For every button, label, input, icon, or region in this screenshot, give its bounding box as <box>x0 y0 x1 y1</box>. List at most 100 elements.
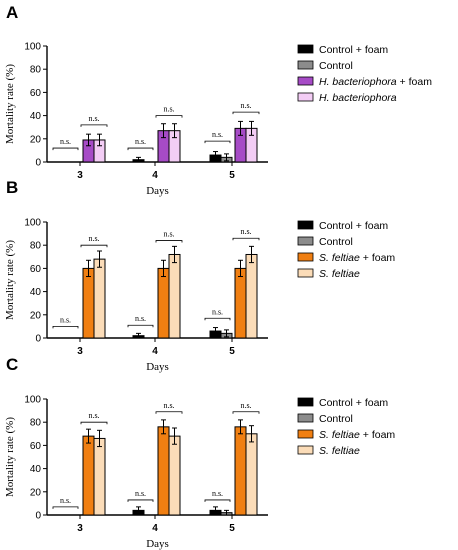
panel-a: A 0 20 40 60 80 100 Mortality rate (%) 3 4 5 Days n.… <box>4 3 432 197</box>
significance-label: n.s. <box>240 101 251 110</box>
bar <box>157 426 170 516</box>
significance-label: n.s. <box>240 227 251 236</box>
legend-label: Control <box>319 413 353 425</box>
significance-label: n.s. <box>60 315 71 324</box>
legend: Control + foam Control S. feltiae + foam S.… <box>297 397 395 457</box>
significance-bracket <box>127 147 154 151</box>
significance-bracket <box>52 147 79 151</box>
x-tick-label: 5 <box>229 170 235 181</box>
significance-bracket <box>232 237 260 241</box>
legend-swatch <box>297 236 314 246</box>
legend-swatch <box>297 268 314 278</box>
y-tick-label: 60 <box>30 441 42 452</box>
y-tick-label: 20 <box>30 487 42 498</box>
x-tick-label: 4 <box>152 523 158 534</box>
bar <box>168 435 181 516</box>
x-axis-title: Days <box>146 538 169 550</box>
y-tick-label: 60 <box>30 88 42 99</box>
significance-label: n.s. <box>212 130 223 139</box>
legend-label: S. feltiae <box>319 268 360 280</box>
panel-letter: C <box>6 355 18 374</box>
bar <box>157 267 170 339</box>
legend-label: S. feltiae + foam <box>319 252 395 264</box>
x-tick-label: 5 <box>229 346 235 357</box>
bar <box>245 253 258 339</box>
significance-label: n.s. <box>212 307 223 316</box>
legend-label: Control <box>319 236 353 248</box>
legend-swatch <box>297 44 314 54</box>
significance-bracket <box>232 111 260 115</box>
x-tick-label: 5 <box>229 523 235 534</box>
y-tick-label: 0 <box>35 334 41 345</box>
y-tick-label: 40 <box>30 464 42 475</box>
y-tick-label: 100 <box>24 218 41 229</box>
bar <box>82 267 95 339</box>
legend-label: S. feltiae <box>319 445 360 457</box>
legend-swatch <box>297 429 314 439</box>
bar <box>168 253 181 339</box>
legend-swatch <box>297 60 314 70</box>
y-axis-title: Mortality rate (%) <box>4 417 16 497</box>
significance-bracket <box>127 324 154 328</box>
legend-swatch <box>297 413 314 423</box>
x-tick-label: 3 <box>77 170 83 181</box>
significance-label: n.s. <box>88 411 99 420</box>
legend-label: Control <box>319 60 353 72</box>
y-axis-title: Mortality rate (%) <box>4 240 16 320</box>
x-tick-label: 3 <box>77 346 83 357</box>
panel-c: C 0 20 40 60 80 100 Mortality rate (%) 3 4 5 Days n.… <box>4 355 395 550</box>
significance-label: n.s. <box>60 137 71 146</box>
significance-bracket <box>155 411 183 414</box>
y-tick-label: 20 <box>30 310 42 321</box>
x-tick-label: 4 <box>152 346 158 357</box>
significance-bracket <box>80 421 108 425</box>
y-tick-label: 40 <box>30 287 42 298</box>
bar <box>234 426 247 516</box>
x-tick-label: 4 <box>152 170 158 181</box>
legend: Control + foam Control H. bacteriophora + … <box>297 44 432 104</box>
legend-label: Control + foam <box>319 44 388 56</box>
bar <box>234 267 247 339</box>
significance-bracket <box>52 506 79 509</box>
y-tick-label: 80 <box>30 65 42 76</box>
legend-swatch <box>297 92 314 102</box>
legend-swatch <box>297 76 314 86</box>
legend: Control + foam Control S. feltiae + foam S.… <box>297 220 395 280</box>
legend-swatch <box>297 445 314 455</box>
legend-label: Control + foam <box>319 220 388 232</box>
x-axis-title: Days <box>146 185 169 197</box>
significance-bracket <box>204 499 231 502</box>
y-tick-label: 40 <box>30 111 42 122</box>
legend-label: Control + foam <box>319 397 388 409</box>
significance-label: n.s. <box>135 137 146 146</box>
panel-letter: A <box>6 3 18 22</box>
significance-bracket <box>127 499 154 502</box>
x-axis-title: Days <box>146 361 169 373</box>
y-axis-title: Mortality rate (%) <box>4 64 16 144</box>
x-tick-label: 3 <box>77 523 83 534</box>
bar <box>93 437 106 516</box>
significance-label: n.s. <box>163 105 174 114</box>
significance-label: n.s. <box>88 114 99 123</box>
y-tick-label: 20 <box>30 134 42 145</box>
significance-bracket <box>80 124 108 127</box>
significance-label: n.s. <box>88 234 99 243</box>
panel-b: B 0 20 40 60 80 100 Mortality rate (%) 3 4 5 Days n.… <box>4 178 395 373</box>
y-tick-label: 0 <box>35 158 41 169</box>
bar <box>93 258 106 339</box>
legend-label: H. bacteriophora <box>319 92 397 104</box>
y-tick-label: 100 <box>24 42 41 53</box>
significance-bracket <box>204 140 231 144</box>
y-tick-label: 80 <box>30 418 42 429</box>
significance-bracket <box>232 411 260 414</box>
significance-bracket <box>155 115 183 118</box>
legend-label: H. bacteriophora + foam <box>319 76 432 88</box>
significance-bracket <box>52 326 79 329</box>
bar <box>245 433 258 516</box>
panel-letter: B <box>6 178 18 197</box>
significance-bracket <box>155 240 183 243</box>
y-tick-label: 0 <box>35 511 41 522</box>
significance-bracket <box>80 244 108 248</box>
y-tick-label: 100 <box>24 395 41 406</box>
